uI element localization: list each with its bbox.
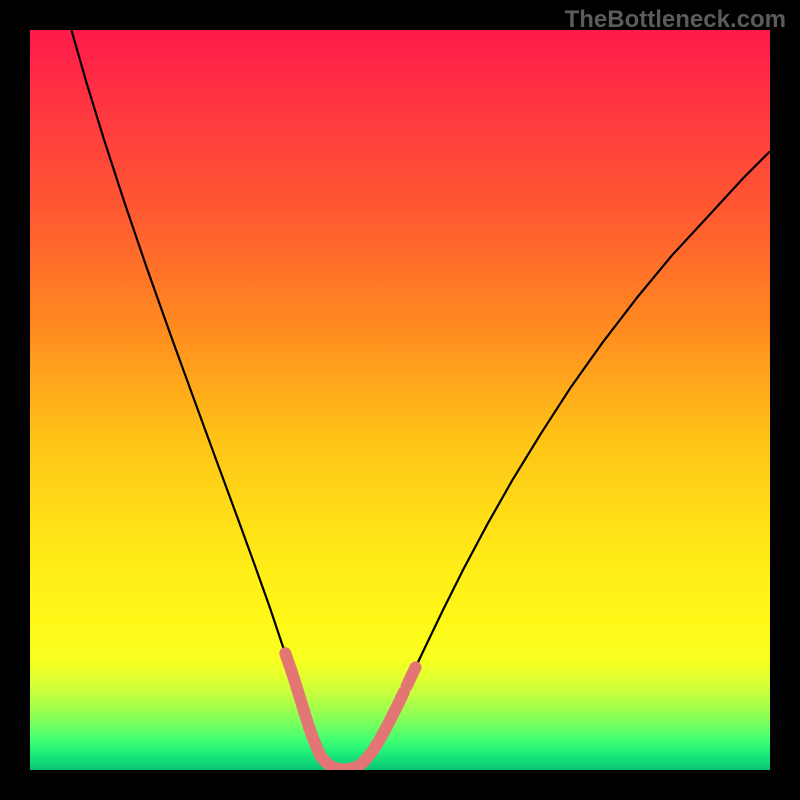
chart-svg [30, 30, 770, 770]
curve-marker-segment [407, 667, 416, 686]
plot-area [30, 30, 770, 770]
watermark-label: TheBottleneck.com [565, 6, 786, 34]
gradient-background [30, 30, 770, 770]
